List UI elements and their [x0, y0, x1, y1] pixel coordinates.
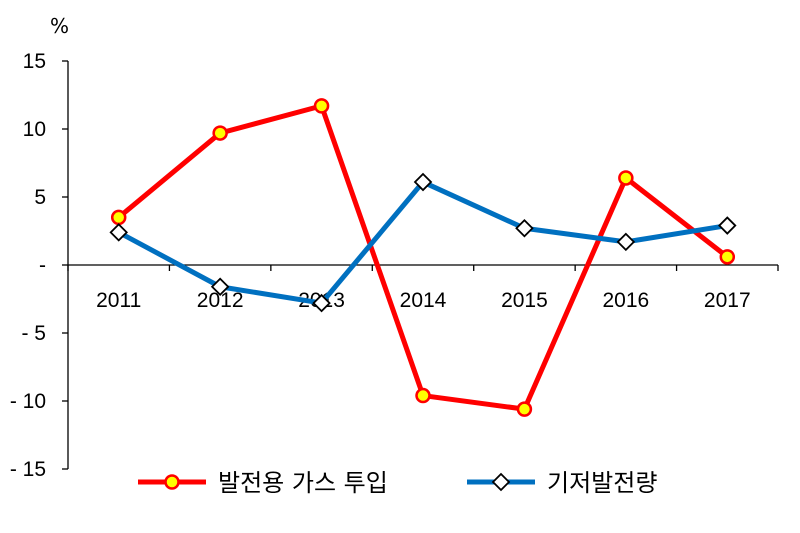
- series-layer: [109, 98, 737, 417]
- data-point: [110, 209, 127, 226]
- data-point: [413, 172, 433, 192]
- y-tick-label: 10: [23, 118, 46, 141]
- y-tick-label: - 5: [21, 322, 46, 345]
- y-axis: 15 10 5 - - 5 - 10 - 15: [10, 50, 69, 481]
- unit-label: %: [50, 14, 69, 38]
- legend-label: 기저발전량: [547, 469, 657, 497]
- legend-item-1: 발전용 가스 투입: [138, 469, 388, 497]
- x-tick-label: 2016: [602, 289, 649, 312]
- series-line: [116, 103, 730, 412]
- x-tick-label: 2012: [197, 289, 244, 312]
- y-tick-label: - 10: [10, 390, 46, 413]
- data-point: [616, 232, 636, 252]
- x-tick-label: 2017: [704, 289, 751, 312]
- data-point: [719, 249, 736, 265]
- data-point: [415, 387, 431, 404]
- data-point: [212, 125, 228, 141]
- data-point: [109, 223, 128, 242]
- x-axis: 2011201220132014201520162017: [67, 264, 779, 312]
- legend: 발전용 가스 투입 기저발전량: [138, 469, 657, 497]
- legend-marker: [164, 474, 180, 490]
- series-2: [109, 172, 737, 313]
- x-tick-label: 2014: [400, 289, 447, 312]
- data-point: [618, 170, 634, 186]
- data-point: [515, 219, 534, 238]
- y-tick-label: 15: [23, 50, 46, 73]
- data-point: [210, 277, 230, 297]
- legend-label: 발전용 가스 투입: [218, 469, 388, 497]
- data-point: [313, 98, 330, 114]
- x-tick-label: 2015: [501, 289, 548, 312]
- data-point: [718, 216, 737, 235]
- y-tick-label: 5: [34, 186, 46, 209]
- legend-item-2: 기저발전량: [467, 469, 657, 497]
- x-tick-label: 2011: [96, 289, 141, 312]
- series-1: [110, 98, 736, 417]
- data-point: [516, 401, 533, 417]
- data-point: [312, 293, 331, 313]
- series-line: [116, 179, 730, 306]
- y-tick-label: -: [39, 254, 46, 277]
- y-tick-label: - 15: [10, 458, 46, 481]
- legend-marker: [491, 472, 511, 492]
